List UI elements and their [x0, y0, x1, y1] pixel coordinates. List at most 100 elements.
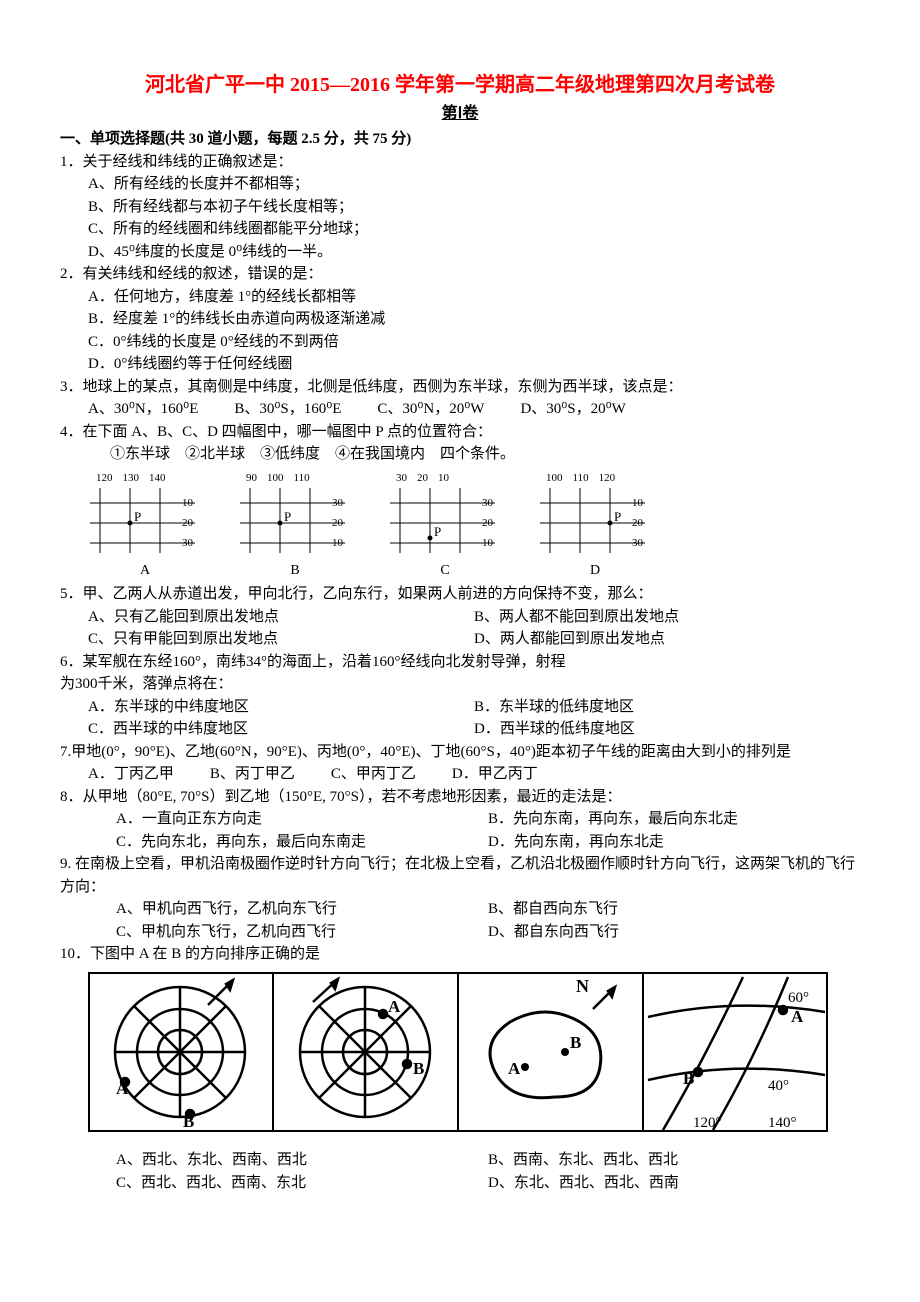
q8-stem: 8．从甲地（80°E, 70°S）到乙地（150°E, 70°S），若不考虑地形… — [60, 786, 860, 809]
exam-title: 河北省广平一中 2015—2016 学年第一学期高二年级地理第四次月考试卷 — [60, 70, 860, 100]
q5-opt-c: C、只有甲能回到原出发地点 — [88, 628, 474, 651]
dia-d-x2: 120 — [599, 470, 616, 487]
q4-diagrams: 120 130 140 P 10 20 30 A 90 100 110 — [60, 470, 860, 582]
q8-opt-c: C．先向东北，再向东，最后向东南走 — [116, 831, 488, 854]
dia-b-label: B — [240, 560, 350, 581]
q8-opt-a: A．一直向正东方向走 — [116, 808, 488, 831]
dia-c-x2: 10 — [438, 470, 449, 487]
diagram-b: 90 100 110 P 30 20 10 B — [240, 470, 350, 582]
q5-opt-d: D、两人都能回到原出发地点 — [474, 628, 860, 651]
svg-text:30: 30 — [182, 537, 194, 549]
svg-text:140°: 140° — [768, 1115, 797, 1131]
svg-text:20: 20 — [182, 517, 194, 529]
q5-options: A、只有乙能回到原出发地点 B、两人都不能回到原出发地点 C、只有甲能回到原出发… — [60, 606, 860, 651]
svg-text:20: 20 — [632, 517, 644, 529]
diagram-a: 120 130 140 P 10 20 30 A — [90, 470, 200, 582]
q10-options: A、西北、东北、西南、西北 B、西南、东北、西北、西北 C、西北、西北、西南、东… — [60, 1149, 860, 1194]
q9-opt-c: C、甲机向东飞行，乙机向西飞行 — [116, 921, 488, 944]
q8-options: A．一直向正东方向走 B．先向东南，再向东，最后向东北走 C．先向东北，再向东，… — [60, 808, 860, 853]
q2-options: A．任何地方，纬度差 1°的经线长都相等 B．经度差 1°的纬线长由赤道向两极逐… — [60, 286, 860, 376]
q3-opt-c: C、30⁰N，20⁰W — [377, 398, 484, 421]
q7-stem: 7.甲地(0°，90°E)、乙地(60°N，90°E)、丙地(0°，40°E)、… — [60, 741, 860, 764]
q10-diagram: A B A B A B N A B 60° 40° 120° 140° — [88, 972, 860, 1140]
q6-opt-a: A．东半球的中纬度地区 — [88, 696, 474, 719]
diagram-c-svg: P 30 20 10 — [390, 488, 500, 558]
q9-opt-d: D、都自东向西飞行 — [488, 921, 860, 944]
svg-text:B: B — [183, 1112, 194, 1131]
dia-a-x1: 130 — [123, 470, 140, 487]
q7-options: A．丁丙乙甲 B、丙丁甲乙 C、甲丙丁乙 D．甲乙丙丁 — [60, 763, 860, 786]
q9-options: A、甲机向西飞行，乙机向东飞行 B、都自西向东飞行 C、甲机向东飞行，乙机向西飞… — [60, 898, 860, 943]
dia-b-x0: 90 — [246, 470, 257, 487]
svg-text:30: 30 — [482, 497, 494, 509]
q2-opt-b: B．经度差 1°的纬线长由赤道向两极逐渐递减 — [88, 308, 860, 331]
q8-opt-d: D．先向东南，再向东北走 — [488, 831, 860, 854]
diagram-b-svg: P 30 20 10 — [240, 488, 350, 558]
q6-stem2: 为300千米，落弹点将在： — [60, 673, 860, 696]
svg-text:P: P — [134, 509, 141, 524]
q5-opt-a: A、只有乙能回到原出发地点 — [88, 606, 474, 629]
q1-opt-a: A、所有经线的长度并不都相等； — [88, 173, 860, 196]
q10-opt-c: C、西北、西北、西南、东北 — [116, 1172, 488, 1195]
svg-text:40°: 40° — [768, 1078, 789, 1094]
q5-stem: 5．甲、乙两人从赤道出发，甲向北行，乙向东行，如果两人前进的方向保持不变，那么： — [60, 583, 860, 606]
q6-stem1: 6．某军舰在东经160°，南纬34°的海面上，沿着160°经线向北发射导弹，射程 — [60, 651, 860, 674]
dia-c-x0: 30 — [396, 470, 407, 487]
q3-options: A、30⁰N，160⁰E B、30⁰S，160⁰E C、30⁰N，20⁰W D、… — [60, 398, 860, 421]
q10-opt-d: D、东北、西北、西北、西南 — [488, 1172, 860, 1195]
q3-opt-d: D、30⁰S，20⁰W — [520, 398, 625, 421]
svg-text:P: P — [614, 509, 621, 524]
dia-c-label: C — [390, 560, 500, 581]
q3-opt-b: B、30⁰S，160⁰E — [234, 398, 341, 421]
q4-stem: 4．在下面 A、B、C、D 四幅图中，哪一幅图中 P 点的位置符合： — [60, 421, 860, 444]
svg-text:B: B — [683, 1069, 694, 1088]
diagram-a-svg: P 10 20 30 — [90, 488, 200, 558]
diagram-d-svg: P 10 20 30 — [540, 488, 650, 558]
q3-opt-a: A、30⁰N，160⁰E — [88, 398, 198, 421]
q1-opt-c: C、所有的经线圈和纬线圈都能平分地球； — [88, 218, 860, 241]
svg-text:N: N — [576, 976, 589, 996]
svg-text:20: 20 — [332, 517, 344, 529]
svg-text:120°: 120° — [693, 1115, 722, 1131]
dia-d-x1: 110 — [573, 470, 589, 487]
q7-opt-c: C、甲丙丁乙 — [331, 763, 416, 786]
q7-opt-a: A．丁丙乙甲 — [88, 763, 174, 786]
q10-opt-b: B、西南、东北、西北、西北 — [488, 1149, 860, 1172]
svg-text:A: A — [116, 1079, 129, 1098]
dia-d-x0: 100 — [546, 470, 563, 487]
q7-opt-d: D．甲乙丙丁 — [452, 763, 538, 786]
q9-opt-a: A、甲机向西飞行，乙机向东飞行 — [116, 898, 488, 921]
dia-a-label: A — [90, 560, 200, 581]
paper-part: 第Ⅰ卷 — [60, 102, 860, 126]
diagram-c: 30 20 10 P 30 20 10 C — [390, 470, 500, 582]
q6-opt-d: D．西半球的低纬度地区 — [474, 718, 860, 741]
q1-opt-b: B、所有经线都与本初子午线长度相等； — [88, 196, 860, 219]
q2-opt-a: A．任何地方，纬度差 1°的经线长都相等 — [88, 286, 860, 309]
q10-stem: 10．下图中 A 在 B 的方向排序正确的是 — [60, 943, 860, 966]
q1-opt-d: D、45⁰纬度的长度是 0⁰纬线的一半。 — [88, 241, 860, 264]
svg-text:A: A — [388, 997, 401, 1016]
q9-opt-b: B、都自西向东飞行 — [488, 898, 860, 921]
svg-text:P: P — [434, 524, 441, 539]
svg-text:10: 10 — [182, 497, 194, 509]
q6-opt-b: B．东半球的低纬度地区 — [474, 696, 860, 719]
dia-d-label: D — [540, 560, 650, 581]
svg-text:10: 10 — [332, 537, 344, 549]
svg-text:60°: 60° — [788, 990, 809, 1006]
q6-opt-c: C．西半球的中纬度地区 — [88, 718, 474, 741]
svg-text:A: A — [791, 1007, 804, 1026]
q5-opt-b: B、两人都不能回到原出发地点 — [474, 606, 860, 629]
q8-opt-b: B．先向东南，再向东，最后向东北走 — [488, 808, 860, 831]
dia-b-x2: 110 — [294, 470, 310, 487]
q1-options: A、所有经线的长度并不都相等； B、所有经线都与本初子午线长度相等； C、所有的… — [60, 173, 860, 263]
q10-opt-a: A、西北、东北、西南、西北 — [116, 1149, 488, 1172]
q6-options: A．东半球的中纬度地区 B．东半球的低纬度地区 C．西半球的中纬度地区 D．西半… — [60, 696, 860, 741]
svg-text:B: B — [570, 1033, 581, 1052]
dia-a-x2: 140 — [149, 470, 166, 487]
svg-text:30: 30 — [332, 497, 344, 509]
svg-text:20: 20 — [482, 517, 494, 529]
dia-c-x1: 20 — [417, 470, 428, 487]
q4-conditions: ①东半球 ②北半球 ③低纬度 ④在我国境内 四个条件。 — [60, 443, 860, 466]
q10-svg: A B A B A B N A B 60° 40° 120° 140° — [88, 972, 828, 1132]
svg-text:30: 30 — [632, 537, 644, 549]
